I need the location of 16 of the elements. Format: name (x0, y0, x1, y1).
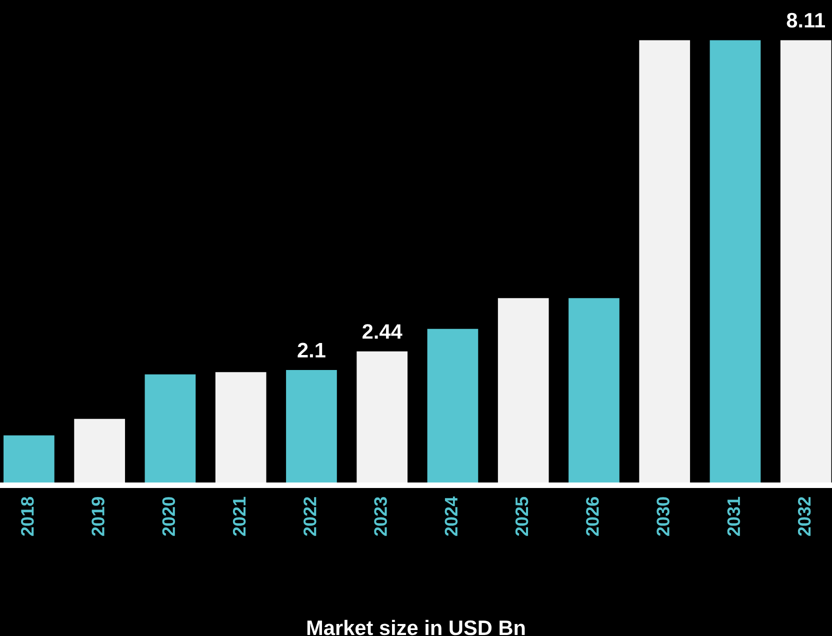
x-tick-label: 2024 (444, 496, 458, 536)
data-label: 8.11 (786, 12, 825, 28)
x-tick-label: 2032 (798, 497, 811, 536)
x-tick-label: 2026 (586, 497, 599, 536)
x-axis-title: Market size in USD Bn (307, 620, 525, 636)
x-tick-label: 2025 (515, 496, 528, 536)
x-tick-label: 2021 (232, 496, 246, 536)
x-tick-label: 2020 (162, 497, 176, 536)
x-tick-label: 2031 (727, 496, 740, 536)
data-label: 2.44 (362, 324, 402, 339)
x-tick-label: 2019 (92, 497, 104, 536)
x-tick-label: 2018 (21, 496, 34, 536)
x-tick-label: 2030 (656, 497, 670, 536)
x-tick-label: 2023 (374, 497, 387, 536)
x-tick-label: 2022 (304, 497, 316, 536)
data-label: 2.1 (298, 342, 326, 358)
